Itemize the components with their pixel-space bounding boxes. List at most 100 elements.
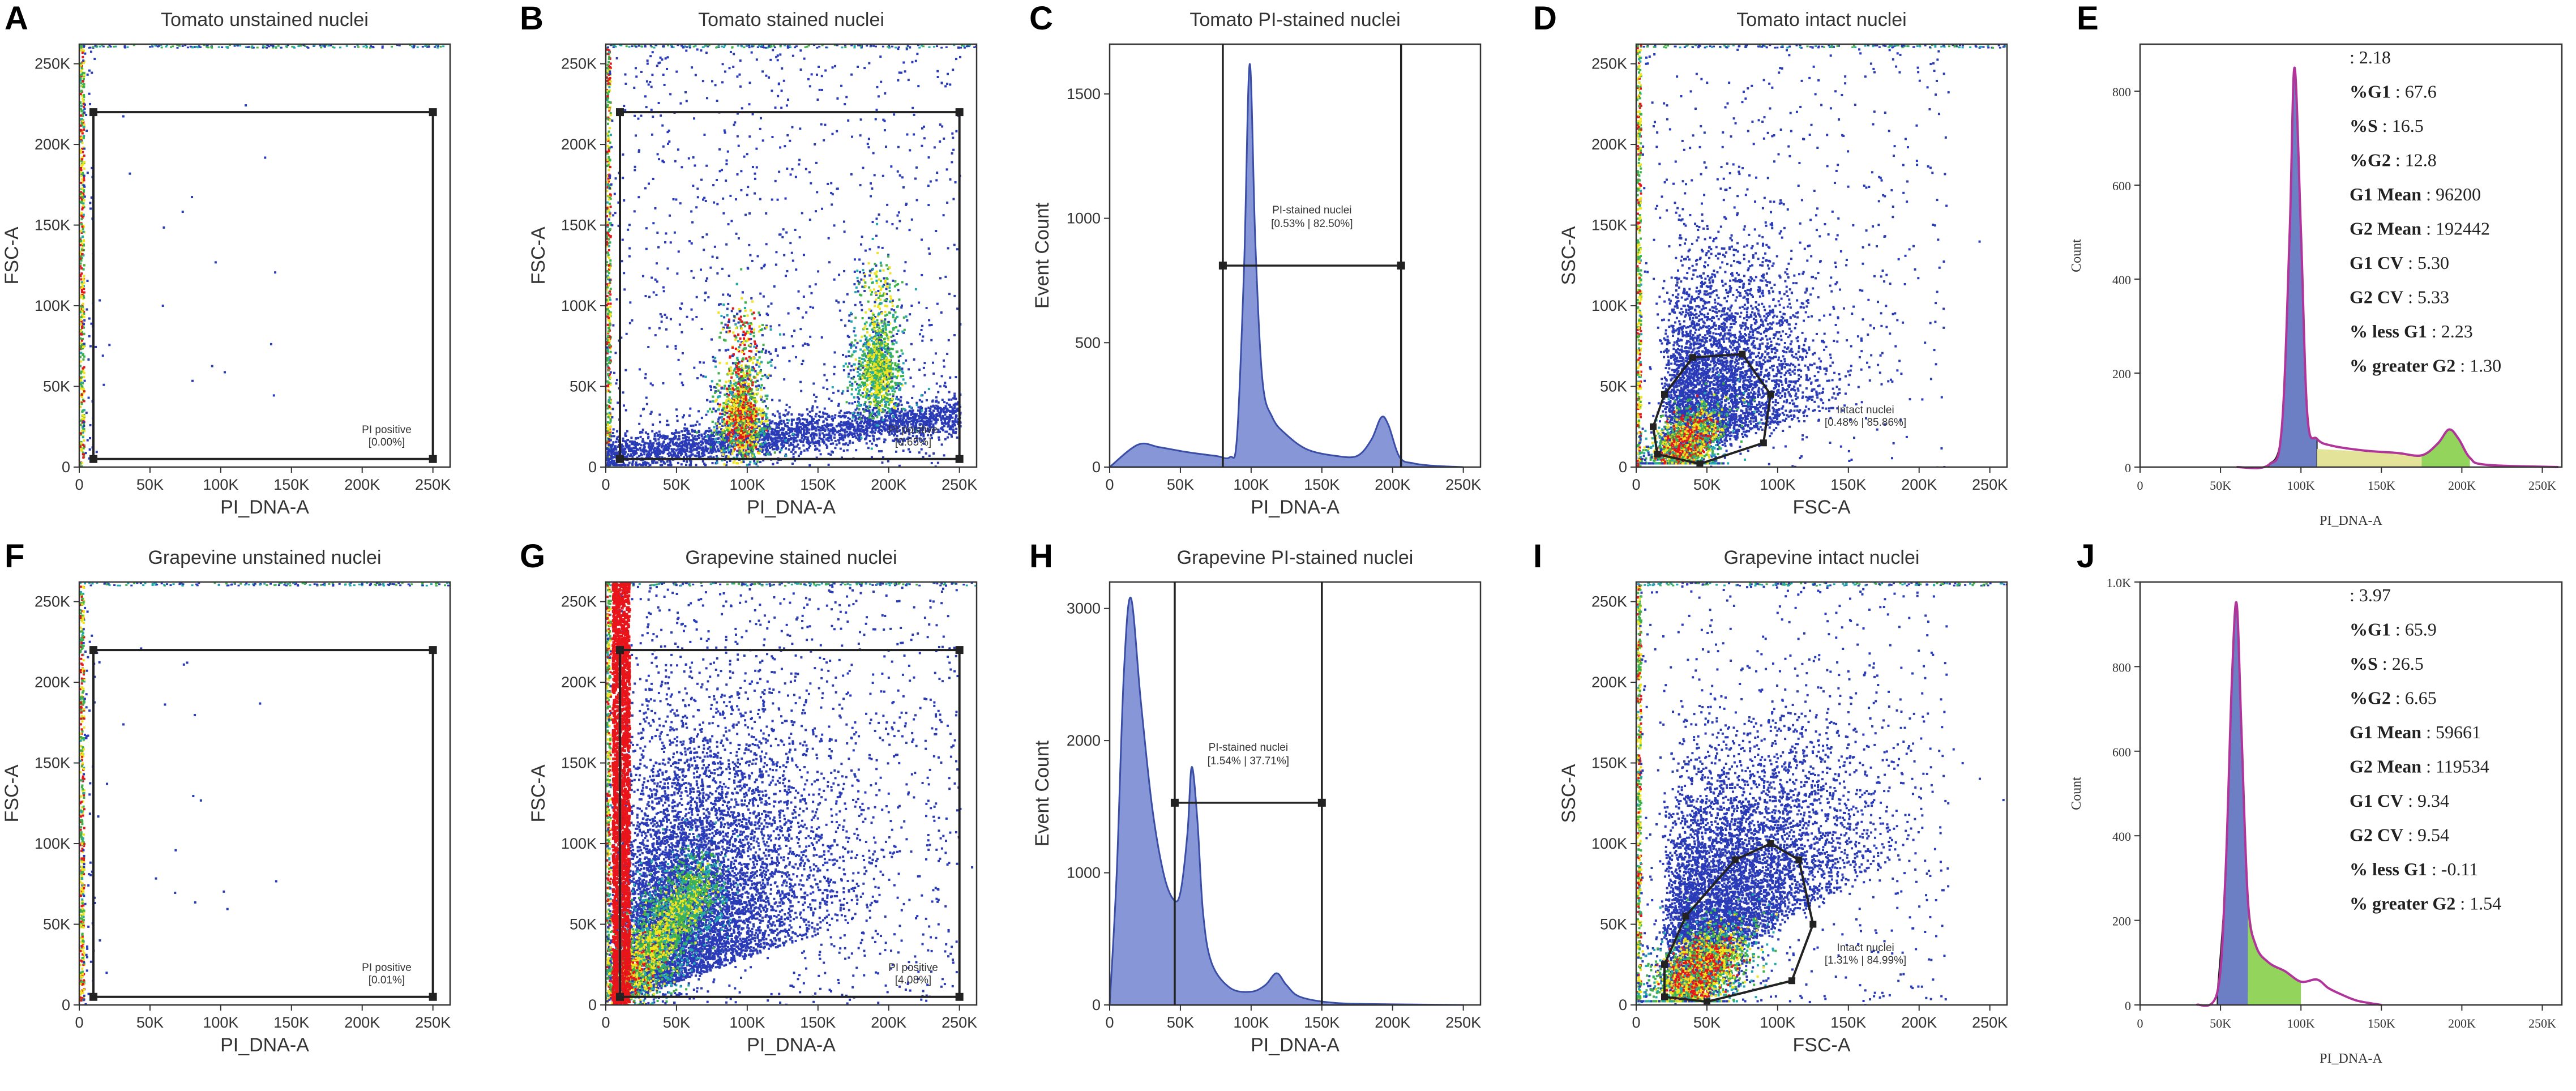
scatter-point xyxy=(842,415,845,418)
scatter-point xyxy=(85,308,88,311)
scatter-point xyxy=(743,46,746,49)
scatter-point xyxy=(705,44,708,46)
scatter-point xyxy=(80,272,83,275)
scatter-point xyxy=(921,432,923,435)
gate-handle[interactable] xyxy=(89,108,97,117)
scatter-point xyxy=(916,53,919,55)
scatter-point xyxy=(909,437,912,439)
scatter-point xyxy=(669,462,672,465)
scatter-point xyxy=(609,280,611,283)
scatter-point xyxy=(779,422,782,425)
scatter-point xyxy=(609,266,611,269)
scatter-point xyxy=(607,366,610,369)
scatter-point xyxy=(859,134,862,137)
scatter-point xyxy=(716,46,719,48)
scatter-point xyxy=(803,430,806,433)
scatter-point xyxy=(860,243,863,246)
scatter-point xyxy=(698,451,700,453)
scatter-point xyxy=(942,214,945,217)
scatter-point xyxy=(950,398,953,401)
scatter-point xyxy=(852,369,855,371)
scatter-point xyxy=(768,433,771,436)
scatter-point xyxy=(737,237,740,240)
scatter-point xyxy=(781,445,784,448)
scatter-point xyxy=(956,420,959,423)
scatter-point xyxy=(641,429,644,431)
scatter-point xyxy=(844,428,847,431)
scatter-point xyxy=(798,413,801,416)
gate-handle[interactable] xyxy=(429,108,437,117)
scatter-point xyxy=(928,46,931,48)
scatter-point xyxy=(772,45,775,47)
scatter-point xyxy=(714,360,717,363)
gate-handle[interactable] xyxy=(429,455,437,463)
scatter-point xyxy=(793,439,795,442)
scatter-point xyxy=(831,66,834,69)
scatter-point xyxy=(743,441,746,444)
scatter-point xyxy=(83,147,86,150)
scatter-point xyxy=(755,463,758,465)
scatter-point xyxy=(609,324,611,327)
scatter-point xyxy=(798,421,801,423)
scatter-point xyxy=(902,449,905,452)
scatter-point xyxy=(154,44,157,46)
scatter-point xyxy=(788,444,791,447)
scatter-point xyxy=(831,415,834,418)
scatter-point xyxy=(899,414,902,417)
scatter-point xyxy=(606,429,609,432)
scatter-point xyxy=(606,241,609,243)
scatter-point xyxy=(767,429,769,432)
scatter-point xyxy=(609,290,611,293)
scatter-point xyxy=(709,386,712,388)
scatter-point xyxy=(954,432,957,435)
scatter-point xyxy=(904,70,906,73)
scatter-point xyxy=(83,371,85,374)
scatter-point xyxy=(681,430,683,433)
scatter-point xyxy=(952,69,955,71)
scatter-point xyxy=(122,115,125,118)
scatter-point xyxy=(928,420,931,422)
scatter-point xyxy=(898,414,901,417)
scatter-point xyxy=(656,442,659,445)
scatter-point xyxy=(612,46,615,49)
scatter-point xyxy=(922,426,925,429)
scatter-point xyxy=(687,157,690,160)
scatter-point xyxy=(114,45,117,48)
scatter-point xyxy=(875,444,878,447)
gate-handle[interactable] xyxy=(89,455,97,463)
scatter-point xyxy=(764,327,767,330)
scatter-point xyxy=(615,463,618,466)
scatter-point xyxy=(780,474,782,477)
scatter-point xyxy=(973,46,976,48)
scatter-point xyxy=(914,416,917,419)
scatter-point xyxy=(606,275,609,277)
scatter-point xyxy=(695,296,698,298)
scatter-point xyxy=(773,443,776,446)
gate-rectangle[interactable] xyxy=(92,111,434,460)
scatter-point xyxy=(744,452,747,455)
scatter-point xyxy=(80,181,83,184)
scatter-point xyxy=(696,438,699,440)
scatter-point xyxy=(921,273,923,276)
scatter-point xyxy=(641,459,644,462)
scatter-point xyxy=(416,46,419,48)
scatter-point xyxy=(176,44,179,46)
scatter-point xyxy=(609,420,612,423)
scatter-point xyxy=(855,437,858,439)
scatter-point xyxy=(768,451,771,454)
scatter-point xyxy=(901,423,904,426)
scatter-point xyxy=(905,48,908,50)
scatter-point xyxy=(790,423,793,426)
scatter-point xyxy=(206,46,208,48)
scatter-point xyxy=(83,184,85,187)
scatter-point xyxy=(82,382,84,384)
scatter-point xyxy=(859,425,862,427)
scatter-point xyxy=(653,459,656,462)
scatter-point xyxy=(951,423,954,426)
scatter-point xyxy=(762,459,765,462)
scatter-point xyxy=(851,402,854,405)
scatter-point xyxy=(639,414,642,417)
scatter-point xyxy=(86,280,89,283)
scatter-point xyxy=(670,45,673,47)
scatter-point xyxy=(782,79,785,82)
